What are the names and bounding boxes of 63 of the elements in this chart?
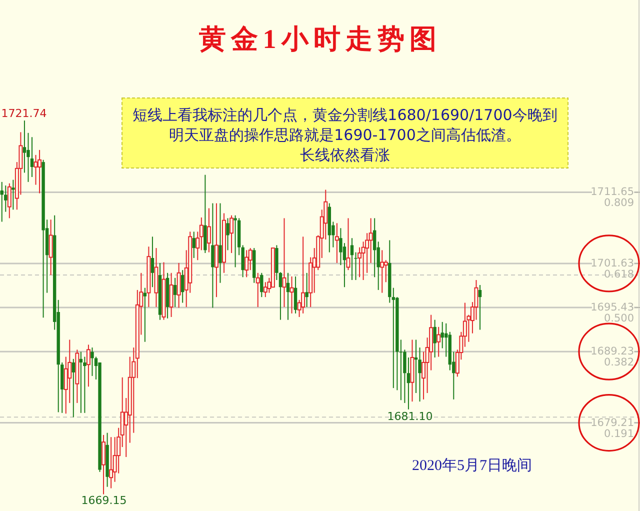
candlestick bbox=[334, 222, 339, 264]
annotation: 1721.74 bbox=[1, 107, 47, 120]
candlestick bbox=[256, 272, 260, 308]
y-tick-label: 1689.23 bbox=[590, 346, 634, 358]
candlestick bbox=[301, 236, 306, 314]
y2-tick-label: 0.500 bbox=[604, 312, 634, 324]
y-tick-label: 1701.63 bbox=[590, 257, 634, 270]
candlestick bbox=[350, 238, 354, 281]
candlestick bbox=[478, 284, 482, 330]
candlestick bbox=[173, 277, 177, 308]
y-tick-label: 1695.43 bbox=[590, 302, 634, 314]
candlestick bbox=[218, 202, 222, 284]
candlestick bbox=[372, 218, 376, 278]
candlestick bbox=[30, 136, 34, 178]
candlestick bbox=[305, 272, 308, 308]
candlestick bbox=[7, 182, 12, 219]
candlestick bbox=[294, 276, 298, 314]
candlestick bbox=[180, 270, 184, 304]
candlestick bbox=[226, 218, 230, 251]
annotation: 1669.15 bbox=[81, 494, 127, 507]
annotation: 1681.10 bbox=[387, 410, 433, 423]
y2-tick-label: 0.809 bbox=[604, 196, 634, 209]
candlestick bbox=[244, 250, 249, 278]
candlestick bbox=[176, 262, 181, 308]
candlestick bbox=[72, 358, 76, 418]
annotation: 短线上看我标注的几个点，黄金分割线1680/1690/1700今晚到明天亚盘的操作思路就是1690-1700之间高估低渣。长线依然看涨 bbox=[132, 106, 558, 164]
candlestick bbox=[380, 250, 384, 294]
candlestick bbox=[90, 347, 94, 376]
candlestick bbox=[12, 179, 15, 210]
text: 黄金1小时走势图 bbox=[198, 24, 442, 54]
candlestick bbox=[286, 272, 290, 320]
candlestick bbox=[102, 434, 106, 495]
candlestick bbox=[384, 260, 388, 283]
candlestick bbox=[214, 202, 218, 298]
candlestick bbox=[34, 154, 38, 186]
y-tick-label: 1679.21 bbox=[590, 416, 634, 429]
candlestick bbox=[211, 202, 214, 308]
candlestick bbox=[143, 287, 147, 342]
candlestick bbox=[290, 276, 294, 314]
y2-tick-label: 0.191 bbox=[604, 428, 634, 440]
candlestick bbox=[150, 236, 154, 288]
candlestick bbox=[234, 214, 237, 268]
annotation: 2020年5月7日晚间 bbox=[412, 457, 532, 474]
candlestick bbox=[282, 218, 286, 308]
candlestick bbox=[109, 436, 114, 489]
candlestick bbox=[436, 326, 441, 358]
candlestick bbox=[260, 272, 264, 298]
candlestick bbox=[86, 344, 90, 388]
candlestick bbox=[38, 149, 42, 194]
candlestick bbox=[169, 272, 174, 318]
candlestick bbox=[48, 219, 53, 276]
candlestick bbox=[192, 231, 196, 258]
candlestick bbox=[392, 287, 396, 389]
candlestick bbox=[83, 356, 86, 414]
candlestick bbox=[206, 208, 211, 253]
candlestick bbox=[79, 351, 83, 414]
candlestick bbox=[230, 214, 234, 254]
candlestick bbox=[346, 218, 350, 271]
y-tick-label: 1711.65 bbox=[590, 186, 634, 198]
y2-tick-label: 0.382 bbox=[604, 356, 634, 369]
candlestick bbox=[433, 319, 436, 358]
candlestick bbox=[263, 282, 268, 298]
y2-tick-label: 0.618 bbox=[604, 268, 634, 280]
